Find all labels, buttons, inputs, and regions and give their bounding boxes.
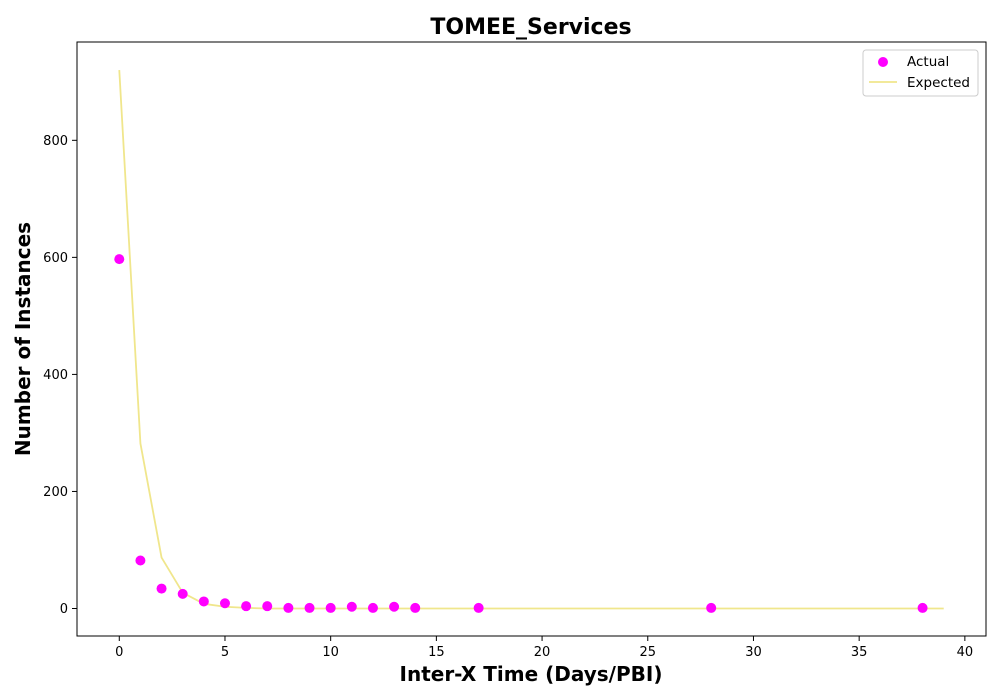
actual-point — [325, 602, 336, 613]
actual-point — [156, 583, 167, 594]
plot-area — [114, 70, 944, 613]
x-axis: 0 5 10 15 20 25 30 35 40 — [115, 636, 973, 660]
x-tick-label: 15 — [428, 645, 445, 660]
y-tick-label: 0 — [60, 602, 68, 617]
legend-box — [862, 49, 979, 97]
legend-expected-label: Expected — [907, 75, 970, 91]
actual-point — [304, 602, 315, 613]
actual-point — [706, 602, 717, 613]
x-axis-label: Inter-X Time (Days/PBI) — [400, 662, 663, 686]
actual-point — [346, 601, 357, 612]
y-axis: 0 200 400 600 800 — [43, 134, 77, 617]
x-tick-label: 10 — [322, 645, 339, 660]
x-tick-label: 0 — [115, 645, 123, 660]
actual-point — [219, 598, 230, 609]
actual-point — [198, 596, 209, 607]
x-tick-label: 30 — [745, 645, 762, 660]
actual-point — [389, 601, 400, 612]
chart-title: TOMEE_Services — [430, 15, 631, 40]
expected-line — [118, 70, 944, 610]
actual-point — [410, 602, 421, 613]
actual-point — [135, 555, 146, 566]
y-tick-label: 800 — [43, 134, 68, 149]
actual-point — [473, 602, 484, 613]
actual-point — [114, 254, 125, 265]
y-tick-label: 400 — [43, 368, 68, 383]
x-tick-label: 35 — [851, 645, 868, 660]
legend-actual-label: Actual — [907, 54, 949, 70]
y-axis-label: Number of Instances — [11, 222, 35, 456]
x-tick-label: 40 — [957, 645, 974, 660]
x-tick-label: 5 — [221, 645, 229, 660]
legend: Actual Expected — [862, 49, 979, 97]
x-tick-label: 20 — [534, 645, 551, 660]
x-tick-label: 25 — [639, 645, 656, 660]
y-tick-label: 200 — [43, 485, 68, 500]
actual-point — [283, 602, 294, 613]
legend-actual-marker — [878, 57, 888, 67]
actual-point — [241, 601, 252, 612]
actual-point — [917, 602, 928, 613]
y-tick-label: 600 — [43, 251, 68, 266]
actual-point — [177, 588, 188, 599]
actual-point — [262, 601, 273, 612]
plot-frame — [76, 41, 987, 637]
actual-point — [367, 602, 378, 613]
